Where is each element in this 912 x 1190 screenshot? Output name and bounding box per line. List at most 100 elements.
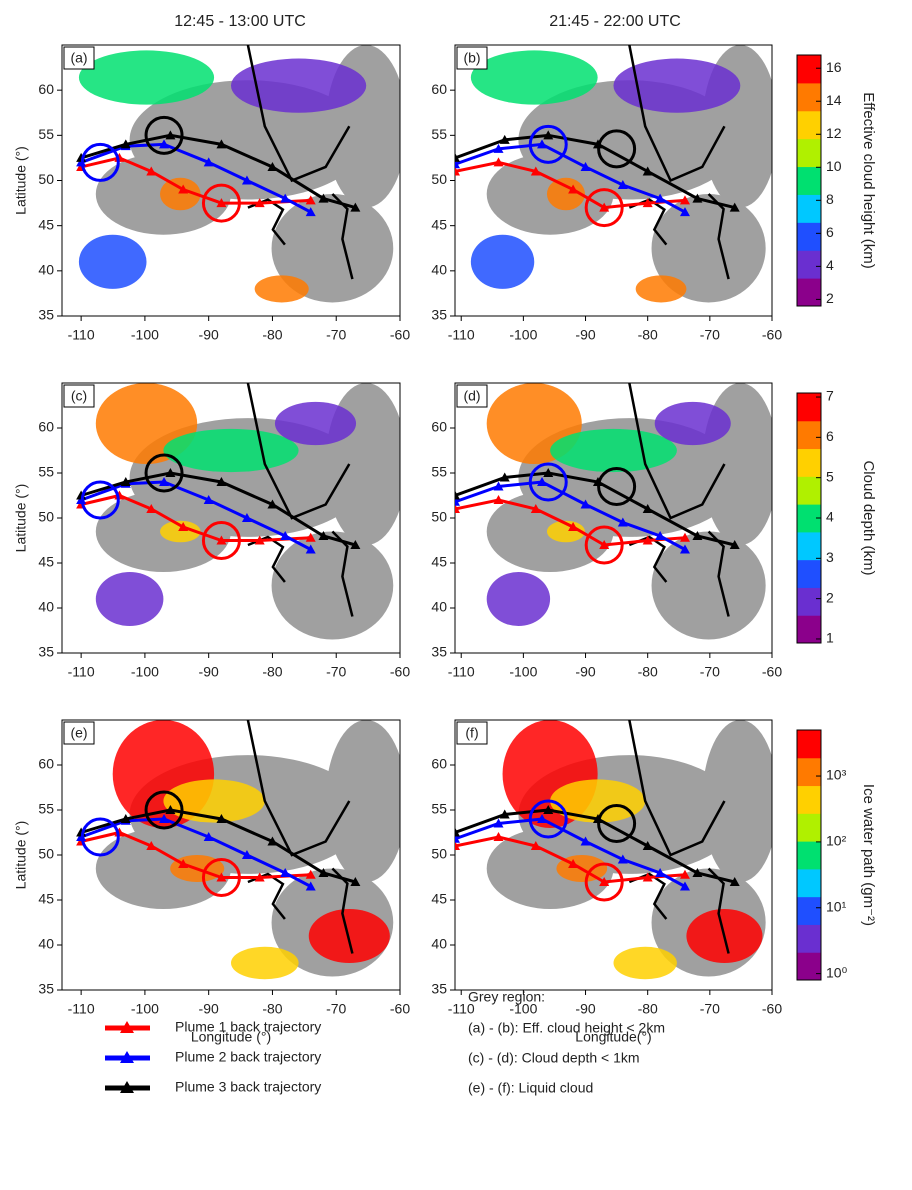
- trajectory-marker: [599, 540, 610, 549]
- plume-circle: [144, 453, 184, 493]
- y-tick-label: 55: [431, 464, 447, 480]
- trajectory-marker: [280, 868, 291, 877]
- panel: (b) -110 -100 -90 -80 -70 -60 35 40 45 50 55 60: [431, 44, 782, 343]
- trajectory-marker: [617, 854, 628, 864]
- x-tick-label: -90: [199, 327, 219, 343]
- trajectory-marker: [679, 532, 690, 542]
- trajectory-marker: [120, 139, 131, 149]
- trajectory-marker: [692, 531, 703, 540]
- trajectory-marker: [350, 540, 361, 549]
- colorbar-tick-label: 16: [826, 59, 842, 75]
- y-tick-label: 60: [38, 756, 54, 772]
- trajectory-marker: [305, 881, 316, 891]
- panel: (c) -110 -100 -90 -80 -70 -60 35 40 45 50 55 60 Latit…: [13, 382, 410, 680]
- colorbar-title: Effective cloud height (km): [860, 92, 877, 268]
- x-tick-label: -100: [509, 1001, 537, 1017]
- trajectories: [76, 805, 361, 891]
- colorbar-band: [797, 952, 821, 981]
- cloud-patch: [486, 572, 551, 626]
- trajectory-marker: [655, 531, 666, 540]
- trajectory-marker: [499, 134, 510, 144]
- colorbar-tick-label: 7: [826, 388, 834, 404]
- x-tick-label: -110: [68, 327, 95, 343]
- plume-circle: [584, 188, 624, 228]
- colorbar-tick-label: 4: [826, 257, 834, 273]
- cloud-patch: [613, 946, 677, 980]
- trajectory-marker: [254, 535, 265, 545]
- trajectory-marker: [267, 836, 278, 846]
- trajectory-marker: [455, 504, 460, 513]
- trajectory-marker: [455, 166, 460, 176]
- colorbar-band: [797, 448, 821, 477]
- trajectory-marker: [146, 841, 157, 850]
- trajectory-marker: [305, 532, 316, 542]
- y-tick-label: 35: [38, 644, 54, 660]
- trajectory-marker: [165, 805, 176, 814]
- colorbar-title: Cloud depth (km): [860, 460, 877, 575]
- colorbar-band: [797, 813, 821, 842]
- x-tick-label: -110: [448, 1001, 475, 1017]
- trajectory-marker: [493, 143, 504, 153]
- plume-circle: [584, 525, 624, 565]
- y-tick-label: 55: [38, 464, 54, 480]
- panel-label: (f): [465, 725, 478, 741]
- cloud-patch: [613, 58, 741, 113]
- panel-label: (e): [70, 725, 87, 741]
- legend-marker: [120, 1081, 134, 1093]
- legend-label: Plume 3 back trajectory: [175, 1079, 321, 1095]
- colorbar-band: [797, 476, 821, 505]
- trajectory-marker: [267, 161, 278, 171]
- trajectory-marker: [318, 531, 329, 540]
- colorbar-band: [797, 868, 821, 898]
- x-tick-label: -110: [68, 1001, 95, 1017]
- x-tick-label: -70: [700, 1001, 720, 1017]
- grey-region: [95, 828, 232, 909]
- y-tick-label: 55: [431, 801, 447, 817]
- cloud-patch: [470, 50, 598, 105]
- x-tick-label: -90: [199, 664, 219, 680]
- x-axis-label: Longitude(°): [575, 1029, 651, 1045]
- cloud-patch: [546, 177, 585, 211]
- trajectory-marker: [537, 139, 548, 149]
- cloud-patch: [231, 58, 367, 113]
- colorbar-tick-label: 10³: [826, 767, 847, 783]
- colorbar-band: [797, 841, 821, 870]
- trajectory-marker: [216, 872, 227, 882]
- trajectory-marker: [729, 540, 740, 549]
- trajectory-marker: [165, 130, 176, 140]
- trajectory-marker: [455, 827, 460, 837]
- trajectory-marker: [305, 195, 316, 205]
- trajectory-marker: [642, 841, 653, 850]
- panel-label: (a): [70, 50, 87, 66]
- cloud-image: [62, 720, 400, 990]
- legend-marker: [120, 1051, 134, 1063]
- cloud-patch: [160, 177, 201, 211]
- trajectory-marker: [267, 499, 278, 509]
- x-tick-label: -60: [762, 327, 782, 343]
- trajectory-marker: [493, 157, 504, 167]
- colorbar-frame: [796, 729, 822, 981]
- panel-label-box: [63, 721, 95, 745]
- trajectories: [76, 468, 361, 554]
- x-tick-label: -70: [700, 327, 720, 343]
- panel-label: (d): [463, 388, 480, 404]
- trajectory-marker: [642, 198, 653, 208]
- y-tick-label: 35: [431, 981, 447, 997]
- y-tick-label: 55: [38, 801, 54, 817]
- x-tick-label: -80: [262, 327, 282, 343]
- colorbar-band: [797, 785, 821, 814]
- colorbar-band: [797, 82, 821, 112]
- trajectory-marker: [455, 841, 460, 850]
- plume-circle: [201, 521, 241, 560]
- trajectory-marker: [216, 814, 227, 823]
- trajectory-marker: [679, 869, 690, 879]
- x-tick-label: -90: [575, 327, 595, 343]
- trajectory-marker: [241, 513, 252, 522]
- panel-label-box: [63, 46, 95, 70]
- trajectory-marker: [580, 499, 591, 509]
- trajectory-marker: [178, 522, 189, 531]
- colorbar-band: [797, 278, 821, 307]
- y-axis-label: Latitude (°): [13, 146, 29, 215]
- trajectory-marker: [493, 818, 504, 828]
- trajectory-marker: [159, 814, 170, 823]
